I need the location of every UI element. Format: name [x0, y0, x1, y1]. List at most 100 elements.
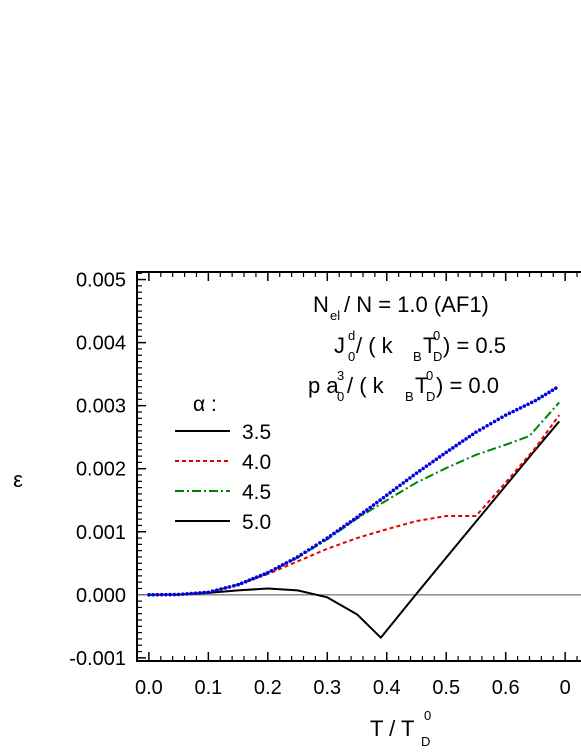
series-point — [345, 522, 349, 526]
x-tick-label: 0.1 — [194, 677, 222, 699]
annotation-line-3: p a 3 0 / ( k B T 0 D ) = 0.0 — [308, 368, 499, 404]
series-point — [378, 498, 382, 502]
series-point — [518, 406, 523, 410]
series-point — [147, 593, 151, 597]
series-point — [511, 409, 515, 414]
series-point — [215, 588, 219, 592]
annot3-c: T — [415, 373, 428, 398]
y-tick-label: 0.001 — [76, 522, 126, 544]
annot2-a-sub: 0 — [348, 349, 355, 364]
series-point — [547, 390, 551, 395]
series-point — [202, 590, 206, 595]
annot2-c-sup: 0 — [433, 328, 440, 343]
series-point — [164, 592, 168, 597]
series-point — [193, 591, 198, 596]
series-point — [254, 575, 259, 580]
series-point — [306, 548, 311, 552]
series-point — [401, 481, 406, 485]
series-point — [414, 471, 419, 475]
x-tick-label: 0.5 — [432, 677, 460, 699]
series-point — [358, 513, 363, 517]
series-group — [147, 386, 561, 639]
annotation-line-1: N el / N = 1.0 (AF1) — [313, 292, 489, 323]
series-point — [342, 524, 346, 529]
series-point — [554, 386, 558, 390]
annot3-a-sub: 0 — [337, 389, 344, 404]
series-point — [155, 592, 160, 597]
annot3-b: / ( k — [347, 373, 385, 398]
series-point — [348, 520, 353, 524]
y-tick-label: 0.002 — [76, 459, 126, 481]
series-point — [431, 459, 435, 464]
series-point — [258, 573, 263, 578]
series-point — [522, 404, 527, 408]
legend-label-3.5: 3.5 — [242, 421, 271, 444]
annot2-b-sub: B — [413, 349, 422, 364]
annot2-a-sup: d — [348, 328, 355, 343]
series-point — [351, 517, 356, 522]
plot-frame — [136, 271, 581, 662]
y-tick-label: -0.001 — [69, 648, 126, 670]
series-point — [325, 536, 330, 540]
series-4.0 — [148, 414, 561, 596]
series-point — [219, 587, 223, 591]
legend-title: α : — [193, 393, 217, 416]
legend-label-4.0: 4.0 — [242, 451, 271, 474]
series-point — [227, 585, 232, 589]
series-point — [460, 439, 465, 443]
series-point — [543, 392, 548, 397]
series-point — [391, 488, 396, 493]
x-axis-label-sup: 0 — [424, 708, 431, 723]
legend-label-5.0: 5.0 — [242, 511, 271, 534]
series-point — [421, 466, 425, 471]
annot3-b-sub: B — [405, 389, 414, 404]
series-point — [375, 500, 379, 505]
annot3-c-sub: D — [426, 389, 435, 404]
series-point — [266, 570, 270, 575]
series-point — [243, 579, 248, 584]
series-point — [310, 545, 315, 550]
series-point — [232, 583, 236, 588]
series-point — [303, 550, 307, 555]
series-point — [284, 561, 289, 565]
annot2-c-sub: D — [433, 349, 442, 364]
series-point — [236, 582, 240, 587]
y-tick-label: 0.003 — [76, 396, 126, 418]
series-point — [470, 432, 475, 437]
series-point — [485, 423, 489, 428]
series-point — [151, 592, 155, 597]
annot3-a: p a — [308, 373, 339, 398]
series-point — [251, 576, 255, 581]
series-point — [503, 413, 508, 417]
x-tick-label: 0.2 — [254, 677, 282, 699]
series-point — [474, 430, 478, 434]
series-point — [189, 591, 194, 596]
series-point — [168, 592, 172, 597]
series-point — [398, 483, 402, 488]
series-point — [447, 448, 452, 452]
series-point — [273, 566, 278, 571]
series-point — [424, 464, 429, 468]
series-point — [240, 581, 244, 586]
series-point — [262, 572, 266, 577]
series-point — [185, 592, 189, 596]
annot1-a: N — [313, 292, 329, 317]
x-axis-label: T / T 0 D — [370, 708, 431, 749]
x-tick-label: 0 — [560, 677, 571, 699]
series-point — [335, 529, 340, 533]
series-point — [515, 407, 519, 412]
series-point — [328, 533, 333, 538]
series-point — [500, 415, 504, 420]
series-point — [277, 565, 281, 569]
series-point — [371, 503, 376, 507]
series-point — [477, 428, 482, 432]
series-point — [507, 411, 512, 416]
annotation-line-2: J d 0 / ( k B T 0 D ) = 0.5 — [334, 328, 506, 364]
y-tick-label: 0.004 — [76, 333, 126, 355]
series-point — [464, 437, 468, 441]
x-tick-label: 0.4 — [373, 677, 401, 699]
series-5.0 — [147, 386, 558, 597]
series-point — [404, 478, 409, 483]
annot2-d: ) = 0.5 — [443, 333, 506, 358]
